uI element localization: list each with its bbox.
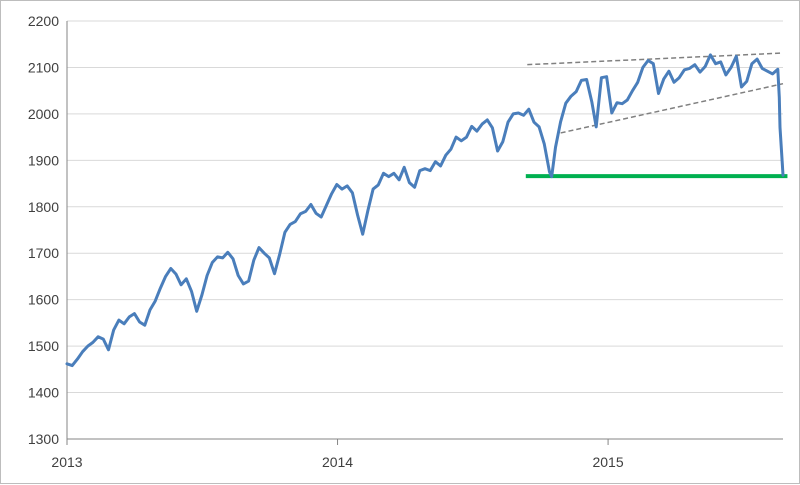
y-tick-label-1900: 1900 — [28, 152, 59, 168]
y-tick-label-2200: 2200 — [28, 13, 59, 29]
y-tick-label-1700: 1700 — [28, 245, 59, 261]
series — [65, 53, 785, 368]
x-tick-label-2013: 2013 — [51, 454, 82, 470]
upper-trendline — [527, 52, 784, 66]
annotations — [525, 52, 788, 179]
x-tick-label-2014: 2014 — [322, 454, 353, 470]
y-tick-label-1500: 1500 — [28, 338, 59, 354]
x-tick-label-2015: 2015 — [592, 454, 623, 470]
tick-labels: 1300 1400 1500 1600 1700 1800 1900 2000 2100 2200… — [28, 13, 624, 470]
y-tick-label-2000: 2000 — [28, 106, 59, 122]
lower-trendline — [560, 82, 784, 134]
y-tick-label-1400: 1400 — [28, 385, 59, 401]
series-line-0 — [65, 53, 785, 368]
y-tick-label-1300: 1300 — [28, 431, 59, 447]
y-tick-label-1600: 1600 — [28, 292, 59, 308]
axes — [66, 21, 783, 445]
y-tick-label-2100: 2100 — [28, 59, 59, 75]
y-tick-label-1800: 1800 — [28, 199, 59, 215]
gridlines — [67, 20, 783, 394]
